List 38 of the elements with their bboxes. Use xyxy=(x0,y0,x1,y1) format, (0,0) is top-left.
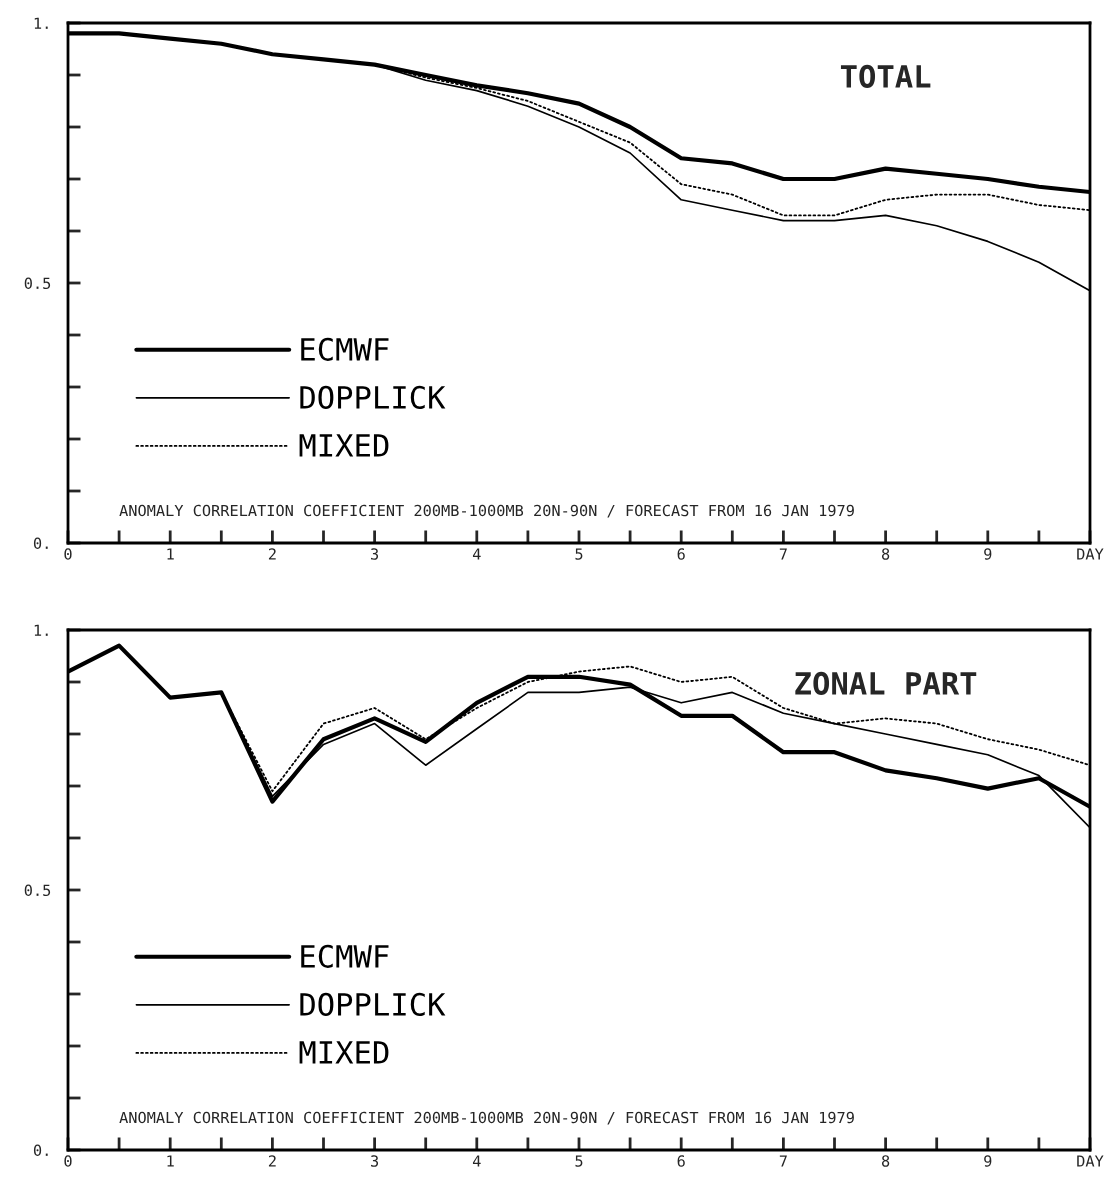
text: ZONAL PART xyxy=(795,671,977,695)
legend-label: ECMWF xyxy=(301,337,389,361)
x-tick-label: 9 xyxy=(984,548,992,560)
y-tick-label: 0.5 xyxy=(24,277,51,290)
text: TOTAL xyxy=(840,64,931,88)
x-tick-label: 1 xyxy=(167,548,174,560)
x-tick-label: 4 xyxy=(472,1155,481,1167)
legend-label: DOPPLICK xyxy=(300,385,446,409)
x-tick-label: 6 xyxy=(677,548,685,560)
x-tick-label: DAY xyxy=(1077,548,1104,560)
x-tick-label: 5 xyxy=(575,1155,583,1167)
x-tick-label: 7 xyxy=(779,548,787,560)
legend-label: ECMWF xyxy=(301,944,389,968)
x-tick-label: 6 xyxy=(677,1155,685,1167)
x-tick-label: 9 xyxy=(984,1155,992,1167)
y-tick-label: 1. xyxy=(34,624,48,636)
legend-label: DOPPLICK xyxy=(300,992,446,1016)
x-tick-label: 0 xyxy=(64,1155,72,1167)
x-tick-label: 8 xyxy=(881,548,890,560)
y-tick-label: 0.5 xyxy=(24,884,51,897)
x-tick-label: 5 xyxy=(575,548,583,560)
x-tick-label: 3 xyxy=(371,548,379,560)
annotation: ANOMALY CORRELATION COEFFICIENT 200MB-1000MB 20N-90N / FORECAST FROM 16 JAN 1979 xyxy=(119,1111,854,1125)
x-tick-label: DAY xyxy=(1077,1155,1104,1167)
x-tick-label: 1 xyxy=(167,1155,174,1167)
annotation: ANOMALY CORRELATION COEFFICIENT 200MB-1000MB 20N-90N / FORECAST FROM 16 JAN 1979 xyxy=(119,504,854,518)
x-tick-label: 8 xyxy=(881,1155,890,1167)
x-tick-label: 3 xyxy=(371,1155,379,1167)
x-tick-label: 2 xyxy=(268,1155,276,1167)
x-tick-label: 7 xyxy=(779,1155,787,1167)
y-tick-label: 0. xyxy=(33,537,48,550)
y-tick-label: 1. xyxy=(34,17,48,29)
x-tick-label: 4 xyxy=(472,548,481,560)
x-tick-label: 2 xyxy=(268,548,276,560)
x-tick-label: 0 xyxy=(64,548,72,560)
legend-label: MIXED xyxy=(299,434,389,457)
y-tick-label: 0. xyxy=(33,1144,48,1157)
legend-label: MIXED xyxy=(299,1041,389,1064)
